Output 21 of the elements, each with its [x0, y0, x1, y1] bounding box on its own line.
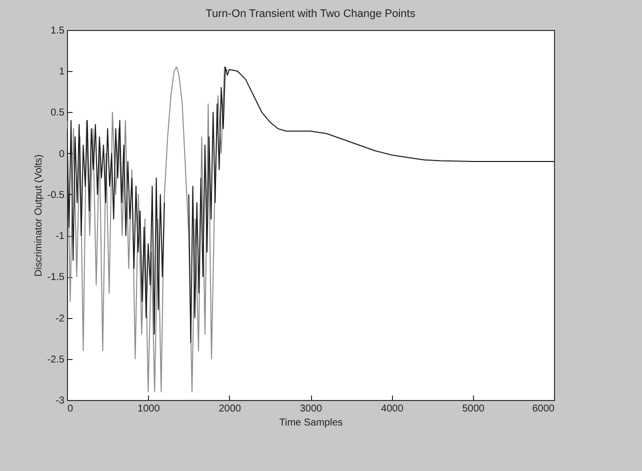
x-tick-label: 6000 [532, 404, 555, 414]
y-tick-label: 0.5 [50, 108, 65, 119]
y-tick-label: -1.5 [47, 272, 65, 284]
y-tick-label: -1 [56, 231, 65, 242]
y-tick-label: 1.5 [50, 26, 65, 36]
y-axis-title: Discriminator Output (Volts) [33, 154, 44, 277]
x-tick-label: 1000 [138, 404, 160, 414]
x-tick-label: 2000 [218, 404, 242, 414]
x-tick-label: 4000 [381, 404, 404, 414]
y-tick-label: -2 [56, 313, 65, 324]
y-tick-label: -3 [56, 396, 65, 406]
y-tick-label: -2.5 [47, 354, 65, 366]
x-tick-label: 0 [68, 404, 74, 414]
x-tick-label: 5000 [462, 404, 485, 414]
chart-title: Turn-On Transient with Two Change Points [206, 8, 416, 20]
y-tick-label: 0 [58, 148, 65, 160]
line-series [67, 66, 228, 392]
y-tick-label: -0.5 [47, 190, 65, 201]
x-axis-title: Time Samples [279, 418, 343, 428]
y-tick-label: 1 [58, 66, 65, 78]
x-tick-label: 3000 [300, 404, 323, 414]
